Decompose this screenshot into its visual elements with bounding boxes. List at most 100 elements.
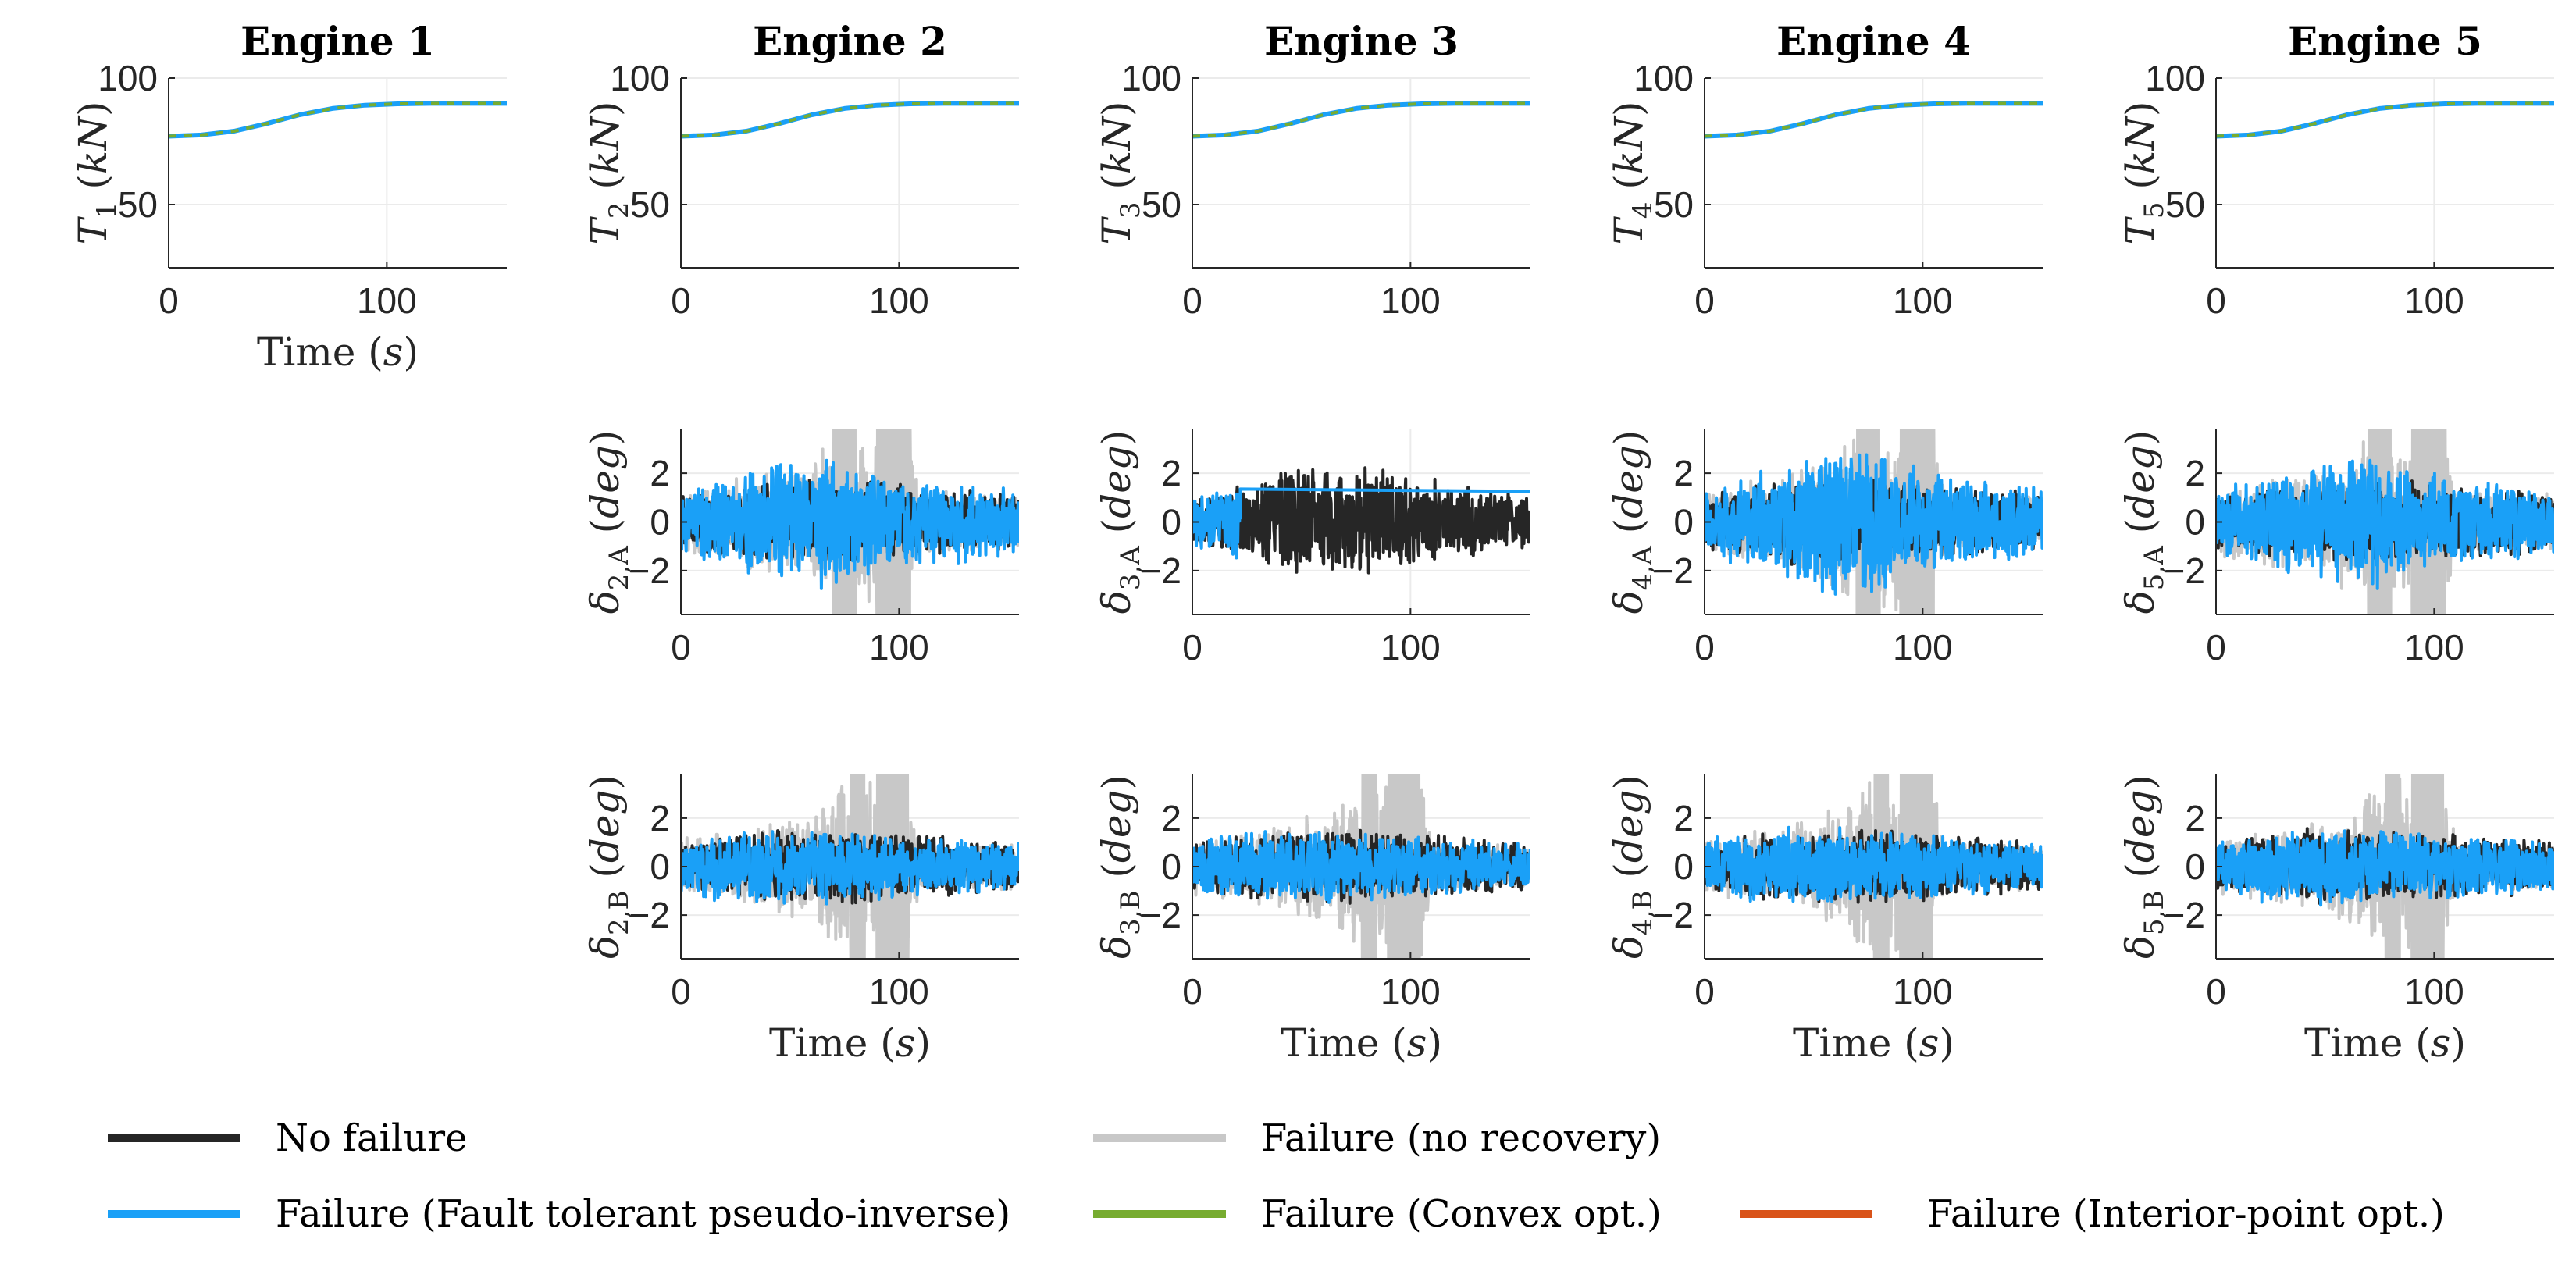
x-axis-label: Time (s) (769, 1020, 931, 1066)
y-label-subscript: 4 (1627, 201, 1659, 219)
x-tick-label: 0 (671, 627, 691, 668)
series-no_failure (1192, 466, 1530, 575)
x-tick-label: 0 (1182, 971, 1202, 1012)
x-label-text: Time (2304, 1020, 2403, 1066)
panel-title: Engine 4 (1776, 18, 1971, 64)
y-label-symbol: δ (1094, 590, 1139, 614)
y-tick-label: −2 (2164, 550, 2205, 591)
y-tick-label: 0 (650, 846, 670, 887)
y-axis-label: δ3,A (deg) (1094, 430, 1146, 614)
y-tick-label: −2 (1653, 895, 1694, 935)
y-label-symbol: T (2118, 215, 2163, 244)
x-tick-label: 100 (1381, 627, 1441, 668)
x-label-unit: s (1919, 1020, 1940, 1066)
x-label-unit: s (1407, 1020, 1427, 1066)
series-ftpi (681, 101, 1019, 139)
y-tick-label: 2 (1161, 453, 1181, 493)
y-label-unit: deg (2118, 789, 2163, 863)
x-axis-label: Time (s) (257, 329, 419, 375)
y-axis-label: δ3,B (deg) (1094, 774, 1146, 959)
legend-label: Failure (Convex opt.) (1261, 1192, 1662, 1236)
y-tick-label: 100 (1634, 58, 1694, 98)
y-tick-label: 50 (1654, 184, 1694, 225)
y-tick-label: 0 (2185, 846, 2205, 887)
y-label-unit: kN (1606, 115, 1651, 174)
x-tick-label: 0 (671, 280, 691, 321)
legend-item-no_recovery: Failure (no recovery) (1093, 1116, 1661, 1160)
y-label-subscript: 3,B (1115, 890, 1146, 935)
x-tick-label: 0 (2206, 971, 2226, 1012)
y-tick-label: 2 (1673, 798, 1694, 839)
y-label-symbol: δ (583, 590, 628, 614)
y-axis-label: δ5,B (deg) (2118, 774, 2170, 959)
x-label-unit: s (383, 329, 404, 375)
x-tick-label: 100 (2404, 280, 2464, 321)
y-label-symbol: T (70, 215, 116, 244)
x-tick-label: 0 (1182, 627, 1202, 668)
x-label-text: Time (1793, 1020, 1891, 1066)
panel-thrust-2: 0 100 50 100 Engine 2 T2 (kN) (583, 18, 1019, 321)
y-tick-label: 50 (630, 184, 670, 225)
legend-item-ftpi: Failure (Fault tolerant pseudo-inverse) (108, 1192, 1010, 1236)
y-tick-label: 2 (2185, 453, 2205, 493)
legend-label: No failure (276, 1116, 468, 1160)
x-tick-label: 0 (1182, 280, 1202, 321)
x-tick-label: 100 (2404, 971, 2464, 1012)
y-tick-label: 2 (1161, 798, 1181, 839)
y-label-subscript: 2,B (604, 890, 635, 935)
x-tick-label: 0 (671, 971, 691, 1012)
y-axis-label: δ2,A (deg) (583, 430, 635, 614)
y-axis-label: δ4,B (deg) (1606, 774, 1659, 959)
y-tick-label: 50 (2165, 184, 2205, 225)
y-tick-label: 100 (2145, 58, 2205, 98)
y-tick-label: 2 (650, 798, 670, 839)
x-label-text: Time (1281, 1020, 1379, 1066)
y-label-unit: deg (1094, 445, 1139, 518)
x-label-text: Time (257, 329, 355, 375)
x-tick-label: 100 (869, 280, 929, 321)
y-tick-label: 2 (1673, 453, 1694, 493)
x-tick-label: 100 (2404, 627, 2464, 668)
y-label-subscript: 3,A (1115, 546, 1146, 590)
x-axis-label: Time (s) (1793, 1020, 1954, 1066)
series-ftpi (1192, 830, 1530, 904)
y-label-subscript: 5 (2139, 201, 2170, 219)
series-ftpi (2216, 458, 2554, 590)
y-tick-label: −2 (629, 550, 670, 591)
x-tick-label: 0 (1694, 280, 1715, 321)
y-label-symbol: δ (1094, 935, 1139, 959)
x-label-unit: s (896, 1020, 916, 1066)
x-tick-label: 100 (1893, 971, 1953, 1012)
panel-thrust-5: 0 100 50 100 Engine 5 T5 (kN) (2118, 18, 2554, 321)
y-tick-label: 0 (1161, 846, 1181, 887)
y-label-unit: deg (1606, 445, 1651, 518)
y-tick-label: 2 (650, 453, 670, 493)
y-tick-label: −2 (1653, 550, 1694, 591)
x-tick-label: 100 (1381, 280, 1441, 321)
panel-thrust-1: 0 100 50 100 Engine 1 T1 (kN) Time (s) (70, 18, 507, 375)
y-label-unit: deg (583, 789, 628, 863)
y-label-subscript: 5,B (2139, 890, 2170, 935)
y-axis-label: δ5,A (deg) (2118, 430, 2170, 614)
y-tick-label: 100 (610, 58, 670, 98)
y-tick-label: 0 (2185, 502, 2205, 543)
y-axis-label: T5 (kN) (2118, 101, 2170, 245)
y-label-symbol: T (583, 215, 628, 244)
y-tick-label: −2 (2164, 895, 2205, 935)
series-ftpi (1705, 453, 2043, 596)
y-label-symbol: T (1094, 215, 1139, 244)
y-label-subscript: 2,A (604, 546, 635, 590)
y-label-symbol: δ (2118, 590, 2163, 614)
series-ftpi (1192, 101, 1530, 139)
y-label-unit: kN (70, 115, 116, 174)
y-label-unit: deg (1606, 789, 1651, 863)
y-tick-label: −2 (1141, 895, 1181, 935)
panel-title: Engine 5 (2288, 18, 2482, 64)
y-label-subscript: 5,A (2139, 546, 2170, 590)
y-label-unit: deg (1094, 789, 1139, 863)
x-tick-label: 100 (1381, 971, 1441, 1012)
